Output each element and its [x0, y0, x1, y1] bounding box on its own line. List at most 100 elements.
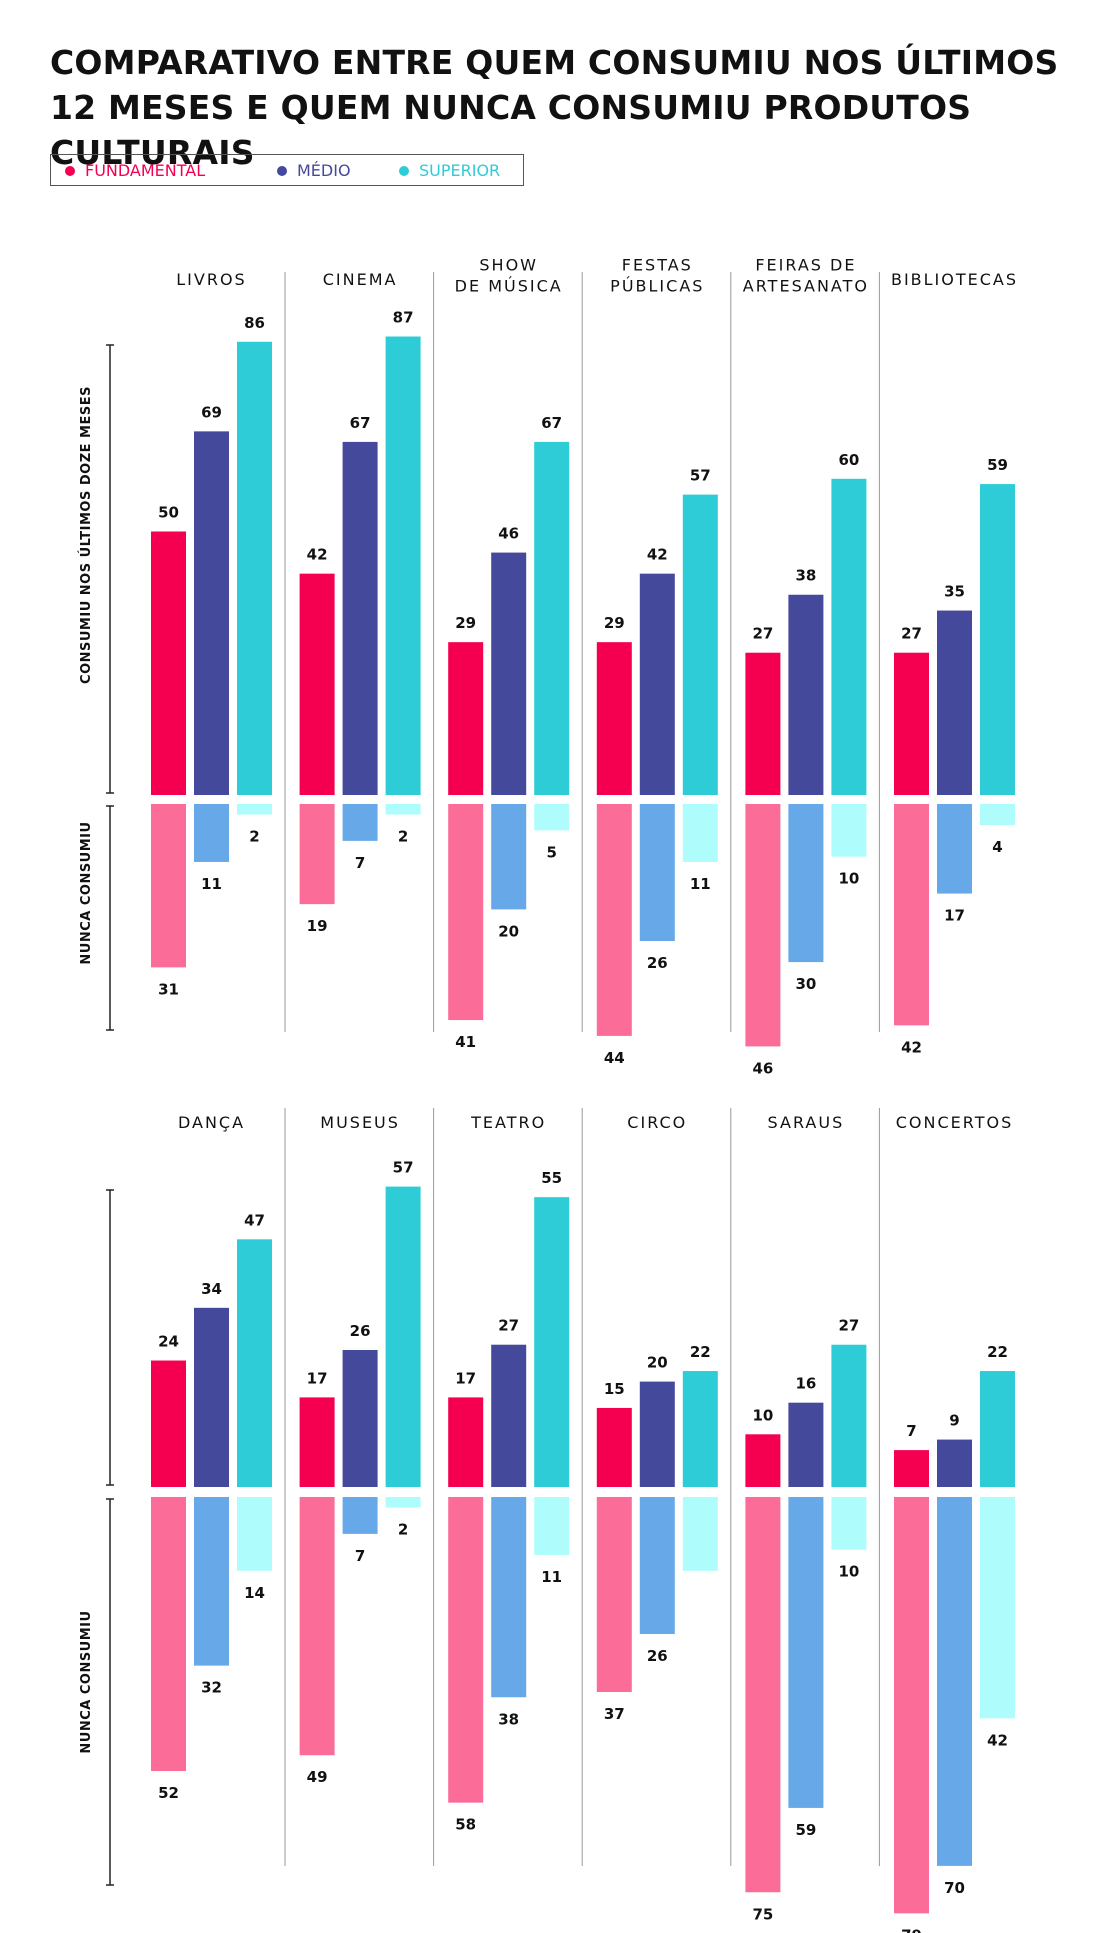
data-label-consumiu: 16 — [795, 1375, 816, 1393]
bar-consumiu-fundamental — [745, 1434, 781, 1487]
data-label-consumiu: 29 — [455, 614, 476, 632]
legend-label-fundamental: FUNDAMENTAL — [85, 161, 206, 180]
bar-consumiu-medio — [788, 594, 824, 795]
data-label-nunca: 10 — [838, 870, 859, 888]
bar-nunca-medio — [639, 1497, 675, 1635]
bar-nunca-fundamental — [299, 804, 335, 905]
data-label-consumiu: 27 — [901, 625, 922, 643]
data-label-nunca: 70 — [944, 1879, 965, 1897]
legend-dot-fundamental — [65, 165, 75, 176]
data-label-nunca: 14 — [244, 1584, 265, 1602]
data-label-nunca: 42 — [987, 1731, 1008, 1749]
data-label-consumiu: 9 — [949, 1412, 959, 1430]
bar-nunca-fundamental — [596, 804, 632, 1036]
bar-consumiu-superior — [831, 1344, 867, 1487]
bar-nunca-superior — [385, 804, 421, 815]
bar-nunca-fundamental — [448, 804, 484, 1021]
bar-consumiu-medio — [639, 573, 675, 795]
bar-consumiu-fundamental — [894, 652, 929, 795]
bar-consumiu-superior — [534, 441, 570, 795]
category-label: MUSEUS — [320, 1113, 400, 1132]
data-label-nunca: 30 — [795, 975, 816, 993]
legend-label-superior: SUPERIOR — [419, 161, 501, 180]
legend-item-fundamental: FUNDAMENTAL — [65, 161, 205, 180]
data-label-consumiu: 22 — [987, 1343, 1008, 1361]
category-label: PÚBLICAS — [610, 277, 704, 296]
bar-consumiu-medio — [937, 610, 972, 795]
data-label-consumiu: 15 — [604, 1380, 625, 1398]
bar-nunca-medio — [194, 804, 229, 862]
bar-nunca-fundamental — [448, 1497, 484, 1803]
category-label: DE MÚSICA — [455, 277, 563, 296]
bar-nunca-medio — [194, 1497, 229, 1666]
data-label-consumiu: 27 — [838, 1317, 859, 1335]
bar-consumiu-superior — [534, 1197, 570, 1487]
bar-consumiu-superior — [682, 494, 718, 795]
legend-dot-superior — [399, 165, 409, 176]
chart-title: COMPARATIVO ENTRE QUEM CONSUMIU NOS ÚLTI… — [50, 43, 1059, 172]
data-label-consumiu: 67 — [541, 414, 562, 432]
bar-consumiu-superior — [980, 484, 1015, 795]
data-label-nunca: 31 — [158, 980, 179, 998]
data-label-consumiu: 27 — [752, 625, 773, 643]
data-label-consumiu: 24 — [158, 1333, 179, 1351]
category-label: SHOW — [479, 256, 538, 275]
data-label-nunca: 26 — [647, 954, 668, 972]
bar-consumiu-superior — [385, 336, 421, 795]
data-label-consumiu: 67 — [350, 414, 371, 432]
bar-nunca-fundamental — [894, 1497, 929, 1914]
data-label-nunca: 75 — [752, 1905, 773, 1923]
category-label: BIBLIOTECAS — [891, 270, 1018, 289]
bar-consumiu-fundamental — [745, 652, 781, 795]
bar-nunca-superior — [682, 1497, 718, 1571]
category-label: ARTESANATO — [743, 277, 869, 296]
ylabel-nunca-consumiu: NUNCA CONSUMIU — [79, 1610, 94, 1753]
data-label-consumiu: 42 — [307, 546, 328, 564]
ylabel-consumiu: CONSUMIU NOS ÚLTIMOS DOZE MESES — [78, 386, 94, 684]
bar-consumiu-medio — [194, 431, 229, 795]
legend-item-medio: MÉDIO — [277, 161, 351, 180]
data-label-nunca: 17 — [944, 907, 965, 925]
bar-consumiu-medio — [937, 1439, 972, 1487]
category-label: CONCERTOS — [896, 1113, 1014, 1132]
data-label-nunca: 49 — [307, 1768, 328, 1786]
bar-nunca-medio — [491, 1497, 527, 1698]
bar-nunca-medio — [788, 804, 824, 963]
bar-consumiu-superior — [237, 1239, 272, 1487]
bar-consumiu-medio — [788, 1402, 824, 1487]
category-label: LIVROS — [176, 270, 246, 289]
bar-nunca-medio — [639, 804, 675, 942]
bar-nunca-fundamental — [299, 1497, 335, 1756]
category-label: SARAUS — [768, 1113, 845, 1132]
data-label-nunca: 26 — [647, 1647, 668, 1665]
data-label-nunca: 10 — [838, 1563, 859, 1581]
data-label-consumiu: 60 — [838, 451, 859, 469]
bar-nunca-superior — [682, 804, 718, 862]
bar-nunca-fundamental — [151, 804, 186, 968]
data-label-nunca: 7 — [355, 1547, 365, 1565]
ylabel-nunca-consumiu: NUNCA CONSUMIU — [79, 821, 94, 964]
bar-nunca-superior — [385, 1497, 421, 1508]
data-label-nunca: 59 — [795, 1821, 816, 1839]
data-label-nunca: 7 — [355, 854, 365, 872]
legend: FUNDAMENTAL MÉDIO SUPERIOR — [50, 154, 524, 186]
data-label-consumiu: 59 — [987, 456, 1008, 474]
data-label-nunca: 19 — [307, 917, 328, 935]
bar-nunca-medio — [342, 1497, 378, 1534]
legend-item-superior: SUPERIOR — [399, 161, 500, 180]
data-label-consumiu: 29 — [604, 614, 625, 632]
bar-consumiu-medio — [639, 1381, 675, 1487]
data-label-consumiu: 38 — [795, 567, 816, 585]
bar-nunca-superior — [237, 804, 272, 815]
data-label-nunca: 38 — [498, 1710, 519, 1728]
data-label-nunca: 11 — [541, 1568, 562, 1586]
data-label-consumiu: 86 — [244, 314, 265, 332]
category-label: CIRCO — [627, 1113, 687, 1132]
bar-consumiu-fundamental — [151, 1360, 186, 1487]
bar-consumiu-medio — [491, 552, 527, 795]
category-label: DANÇA — [178, 1113, 245, 1132]
data-label-consumiu: 46 — [498, 525, 519, 543]
bar-consumiu-superior — [682, 1371, 718, 1487]
data-label-consumiu: 55 — [541, 1169, 562, 1187]
data-label-nunca: 20 — [498, 922, 519, 940]
